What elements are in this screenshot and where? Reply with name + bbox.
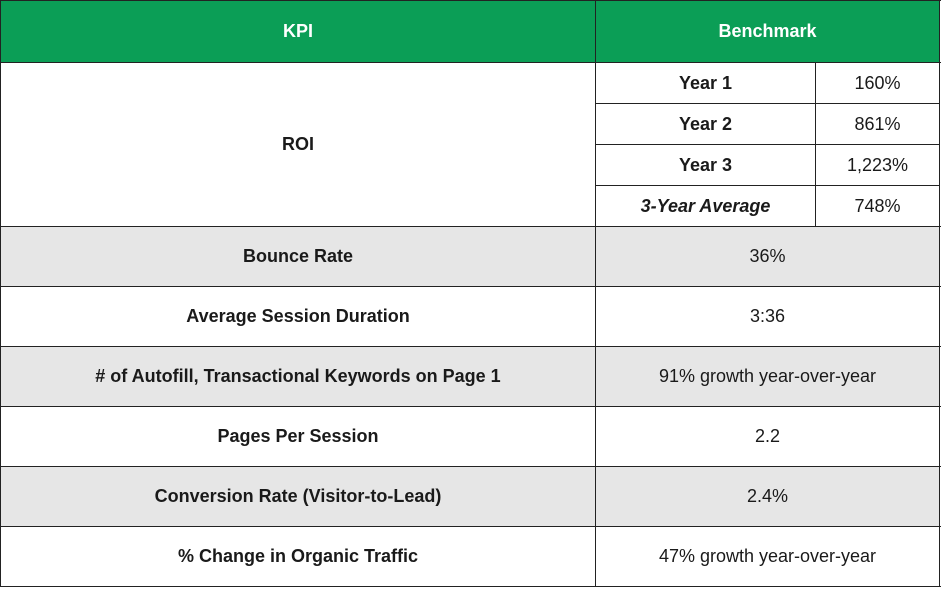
border-right [939, 0, 940, 587]
border-bottom [0, 586, 941, 587]
divider-main-column [595, 0, 596, 587]
roi-year-2-label: Year 2 [678, 113, 733, 134]
roi-year-1-label: Year 1 [678, 72, 733, 93]
roi-year-2-value: 861% [854, 113, 901, 134]
row-conversion-rate-value: 2.4% [596, 467, 939, 526]
roi-average-value: 748% [854, 195, 901, 216]
divider-row-3 [0, 346, 941, 347]
divider-row-6 [0, 526, 941, 527]
row-organic-traffic-value: 47% growth year-over-year [658, 546, 877, 566]
divider-roi-3 [596, 185, 940, 186]
divider-roi-1 [596, 103, 940, 104]
row-conversion-rate-label: Conversion Rate (Visitor-to-Lead) [1, 467, 595, 526]
roi-year-1-value: 160% [854, 72, 901, 93]
row-bounce-rate-label: Bounce Rate [1, 227, 595, 286]
divider-row-4 [0, 406, 941, 407]
roi-average-label: 3-Year Average [640, 195, 771, 216]
roi-label: ROI [281, 134, 314, 154]
border-top [0, 0, 941, 1]
row-session-duration-value: 3:36 [749, 306, 786, 326]
row-pages-per-session-value: 2.2 [754, 426, 781, 446]
border-left [0, 0, 1, 587]
row-session-duration-label: Average Session Duration [186, 306, 410, 326]
row-pages-per-session-label: Pages Per Session [217, 426, 379, 446]
header-kpi: KPI [1, 1, 595, 62]
divider-row-2 [0, 286, 941, 287]
row-autofill-keywords-value: 91% growth year-over-year [596, 347, 939, 406]
divider-row-1 [0, 226, 941, 227]
divider-row-5 [0, 466, 941, 467]
roi-year-3-value: 1,223% [846, 154, 909, 175]
row-organic-traffic-label: % Change in Organic Traffic [177, 546, 419, 566]
header-benchmark: Benchmark [596, 1, 939, 62]
row-bounce-rate-value: 36% [596, 227, 939, 286]
divider-roi-2 [596, 144, 940, 145]
divider-header [0, 62, 941, 63]
roi-year-3-label: Year 3 [678, 154, 733, 175]
row-autofill-keywords-label: # of Autofill, Transactional Keywords on… [1, 347, 595, 406]
